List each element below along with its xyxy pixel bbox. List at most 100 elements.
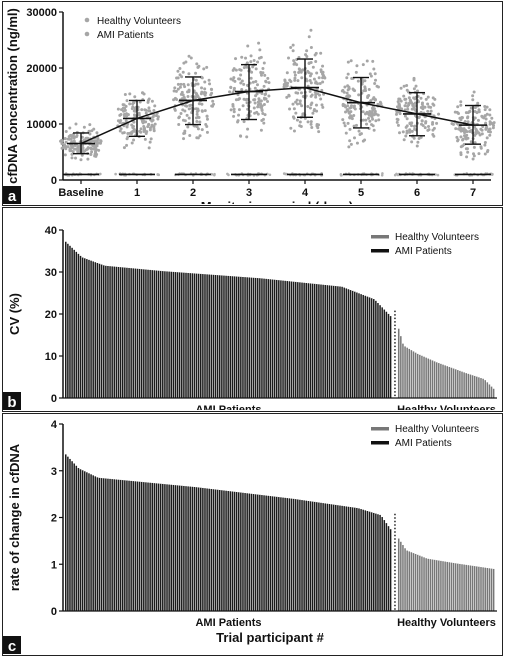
- point-ami: [317, 130, 321, 134]
- bar-ami: [269, 279, 272, 398]
- point-ami: [210, 87, 214, 91]
- point-ami: [292, 62, 296, 66]
- point-ami: [321, 80, 325, 84]
- bar-ami: [113, 479, 116, 611]
- point-ami: [154, 114, 158, 118]
- bar-ami: [370, 298, 373, 398]
- point-ami: [259, 55, 263, 59]
- point-ami: [371, 59, 375, 63]
- bar-ami: [157, 483, 160, 611]
- bar-ami: [254, 494, 257, 611]
- point-ami: [205, 117, 209, 121]
- y-tick-label: 4: [51, 419, 58, 431]
- bar-ami: [337, 505, 339, 611]
- bar-ami: [153, 270, 156, 398]
- bar-ami: [351, 507, 354, 611]
- bar-ami: [189, 273, 191, 398]
- point-ami: [298, 102, 302, 106]
- bar-ami: [383, 520, 386, 611]
- point-ami: [239, 81, 243, 85]
- point-ami: [484, 117, 488, 121]
- bar-ami: [237, 492, 240, 611]
- point-ami: [466, 150, 470, 154]
- point-ami: [373, 72, 377, 76]
- point-ami: [179, 92, 183, 96]
- point-ami: [426, 95, 430, 99]
- point-ami: [242, 66, 246, 70]
- point-ami: [64, 147, 68, 151]
- point-ami: [262, 121, 266, 125]
- point-ami: [461, 137, 465, 141]
- bar-ami: [107, 478, 109, 611]
- bar-ami: [162, 271, 164, 398]
- bar-healthy: [427, 358, 430, 398]
- point-ami: [174, 89, 178, 93]
- point-ami: [186, 125, 190, 129]
- x-tick-label: 7: [470, 187, 476, 199]
- bar-ami: [149, 269, 151, 398]
- bar-ami: [181, 485, 183, 611]
- point-ami: [138, 100, 142, 104]
- bar-healthy: [421, 556, 423, 611]
- point-healthy: [226, 172, 229, 176]
- bar-ami: [381, 517, 383, 611]
- point-ami: [197, 102, 201, 106]
- point-ami: [408, 128, 412, 132]
- point-ami: [362, 89, 366, 93]
- point-ami: [373, 82, 377, 86]
- bar-ami: [67, 456, 69, 611]
- point-ami: [355, 64, 359, 68]
- bar-healthy: [442, 364, 444, 398]
- point-ami: [208, 82, 212, 86]
- bar-ami: [246, 493, 248, 611]
- point-ami: [256, 105, 260, 109]
- point-ami: [232, 86, 236, 90]
- point-ami: [282, 82, 286, 86]
- bar-ami: [218, 489, 221, 611]
- point-ami: [395, 117, 399, 121]
- bar-ami: [366, 511, 369, 611]
- point-ami: [477, 110, 481, 114]
- point-ami: [315, 109, 319, 113]
- point-ami: [263, 73, 267, 77]
- bar-ami: [248, 493, 251, 611]
- bar-ami: [157, 270, 160, 398]
- bar-ami: [130, 480, 132, 611]
- bar-ami: [261, 495, 263, 611]
- bar-healthy: [486, 567, 489, 611]
- point-ami: [319, 68, 323, 72]
- point-ami: [119, 112, 123, 116]
- y-tick-label: 1: [51, 559, 57, 571]
- bar-healthy: [429, 359, 432, 398]
- point-ami: [371, 113, 375, 117]
- point-ami: [488, 120, 492, 124]
- point-ami: [466, 120, 470, 124]
- point-ami: [296, 91, 300, 95]
- point-ami: [232, 114, 236, 118]
- point-ami: [196, 127, 200, 131]
- point-ami: [367, 116, 371, 120]
- bar-ami: [240, 492, 242, 611]
- point-ami: [350, 76, 354, 80]
- point-ami: [300, 104, 304, 108]
- point-ami: [260, 91, 264, 95]
- point-ami: [483, 108, 487, 112]
- point-ami: [354, 70, 358, 74]
- bar-ami: [294, 499, 297, 611]
- bar-ami: [379, 305, 381, 398]
- point-ami: [203, 87, 207, 91]
- bar-ami: [191, 486, 194, 611]
- bar-healthy: [459, 563, 461, 611]
- bar-ami: [309, 501, 312, 611]
- point-ami: [289, 45, 293, 49]
- bar-healthy: [402, 343, 404, 398]
- point-ami: [480, 128, 484, 132]
- point-ami: [196, 65, 200, 69]
- point-ami: [254, 94, 258, 98]
- point-ami: [262, 102, 266, 106]
- point-ami: [80, 153, 84, 157]
- point-ami: [459, 103, 463, 107]
- point-ami: [173, 86, 177, 90]
- point-ami: [456, 105, 460, 109]
- bar-ami: [162, 483, 164, 611]
